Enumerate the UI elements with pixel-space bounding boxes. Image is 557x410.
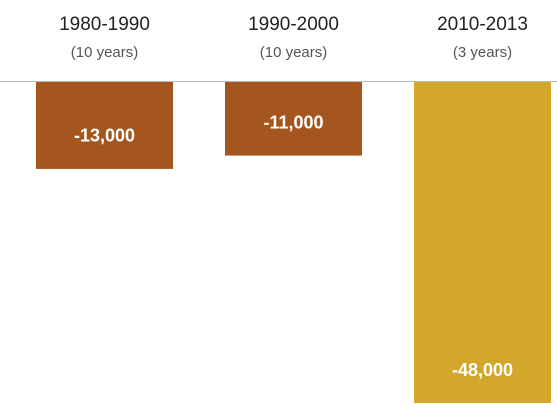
category-label: 1990-2000 — [248, 14, 339, 35]
value-label: -13,000 — [74, 126, 135, 146]
bar — [36, 82, 173, 169]
category-note: (3 years) — [453, 44, 512, 61]
category-label: 1980-1990 — [59, 14, 150, 35]
bar — [414, 82, 551, 403]
category-note: (10 years) — [71, 44, 139, 61]
value-label: -11,000 — [263, 112, 323, 132]
bar — [225, 82, 362, 156]
category-label: 2010-2013 — [437, 14, 528, 35]
category-note: (10 years) — [260, 44, 328, 61]
value-label: -48,000 — [452, 360, 513, 380]
